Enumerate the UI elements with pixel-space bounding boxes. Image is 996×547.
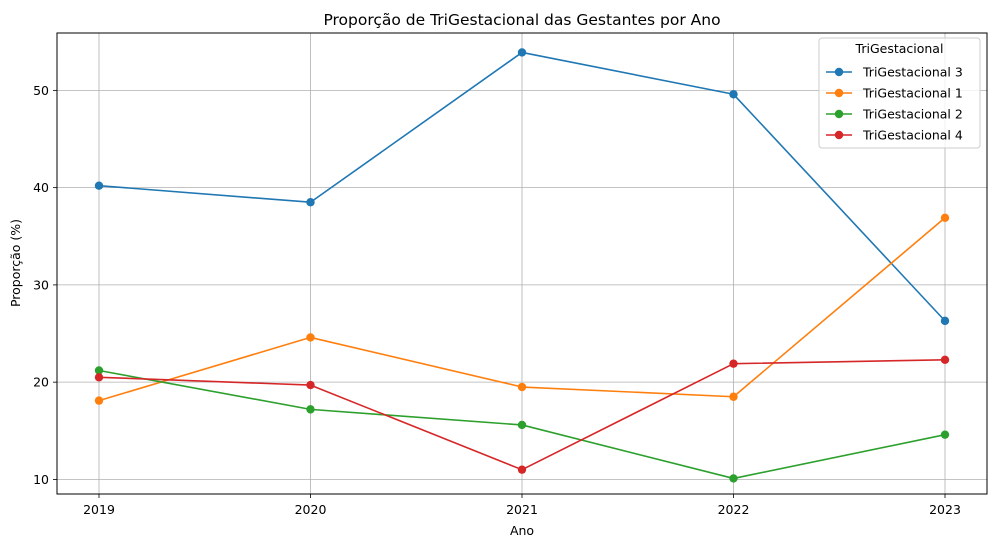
legend-marker xyxy=(834,109,844,119)
data-point xyxy=(517,465,527,474)
legend-label: TriGestacional 1 xyxy=(862,86,963,101)
x-tick-label: 2023 xyxy=(929,502,961,517)
series-layer xyxy=(94,48,950,483)
chart-title: Proporção de TriGestacional das Gestante… xyxy=(323,11,720,29)
x-axis-label: Ano xyxy=(510,523,534,538)
data-point xyxy=(517,382,527,392)
legend-entry: TriGestacional 4 xyxy=(826,128,963,143)
data-point xyxy=(940,355,950,364)
x-tick-label: 2021 xyxy=(506,502,538,517)
x-tick-label: 2022 xyxy=(718,502,750,517)
legend-label: TriGestacional 3 xyxy=(862,65,963,80)
series xyxy=(94,355,950,474)
data-point xyxy=(940,430,950,439)
data-point xyxy=(306,405,315,414)
legend-entry: TriGestacional 1 xyxy=(826,86,963,101)
legend-marker xyxy=(834,88,844,98)
x-tick-label: 2019 xyxy=(83,502,115,517)
legend-entry: TriGestacional 2 xyxy=(826,107,963,122)
data-point xyxy=(306,198,315,207)
data-point xyxy=(94,396,104,405)
legend-entry: TriGestacional 3 xyxy=(826,65,963,80)
data-point xyxy=(306,380,315,390)
legend-label: TriGestacional 4 xyxy=(862,128,963,143)
ticks: 2019 2020 2021 2022 2023 10 20 30 40 50 xyxy=(33,83,961,517)
data-point xyxy=(306,333,315,342)
data-point xyxy=(729,474,738,483)
y-tick-label: 20 xyxy=(33,375,49,390)
y-tick-label: 30 xyxy=(33,277,49,292)
data-point xyxy=(517,48,527,57)
data-point xyxy=(729,90,738,99)
legend-title: TriGestacional xyxy=(855,41,944,56)
legend-box xyxy=(818,37,981,149)
x-tick-label: 2020 xyxy=(295,502,327,517)
data-point xyxy=(729,392,738,401)
y-tick-label: 40 xyxy=(33,180,49,195)
data-point xyxy=(517,420,527,430)
legend: TriGestacional TriGestacional 3TriGestac… xyxy=(818,37,981,149)
data-point xyxy=(94,181,104,190)
legend-entries: TriGestacional 3 TriGestacional 1 TriGesta… xyxy=(826,65,963,143)
y-tick-label: 10 xyxy=(33,472,49,487)
series xyxy=(94,48,950,326)
legend-label: TriGestacional 2 xyxy=(862,107,963,122)
data-point xyxy=(940,316,950,326)
series xyxy=(94,213,950,405)
series xyxy=(94,366,950,483)
legend-marker xyxy=(834,67,844,77)
data-point xyxy=(94,366,104,375)
y-tick-label: 50 xyxy=(33,83,49,98)
data-point xyxy=(729,359,738,368)
legend-marker xyxy=(834,130,844,140)
y-axis-label: Proporção (%) xyxy=(8,219,23,307)
data-point xyxy=(940,213,950,222)
data-point xyxy=(94,373,104,382)
